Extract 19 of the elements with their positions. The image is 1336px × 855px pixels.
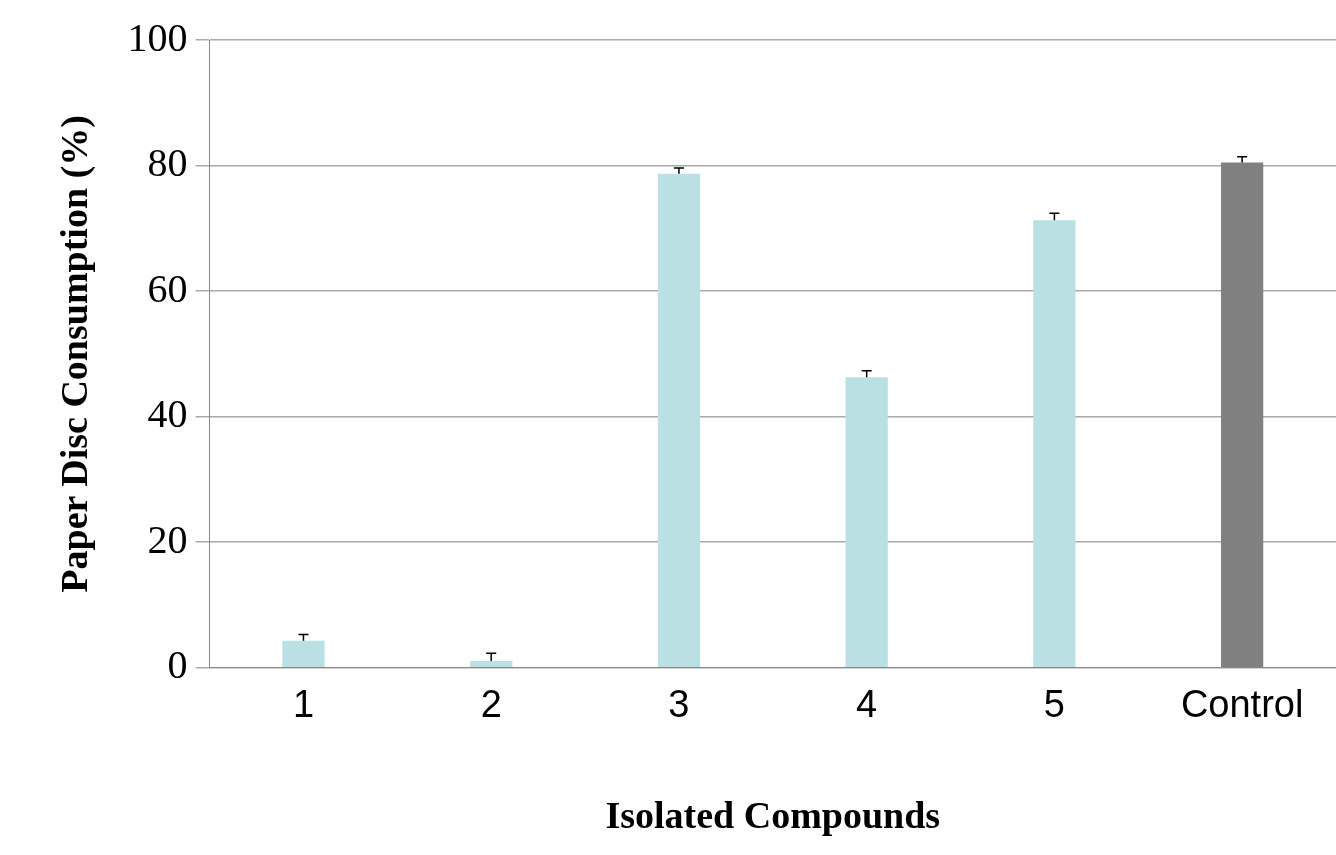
y-tick-label: 40 [147, 391, 188, 437]
y-tick-label: 20 [147, 516, 188, 562]
y-tick-label: 80 [147, 140, 188, 186]
x-tick-label: Control [1180, 683, 1304, 726]
y-tick-label: 0 [167, 642, 188, 688]
x-tick-label: 4 [856, 683, 878, 726]
y-tick-label: 100 [127, 14, 188, 60]
bar [845, 377, 888, 668]
y-axis-title: Paper Disc Consumption (%) [52, 115, 96, 593]
bar [657, 173, 701, 668]
x-tick-label: 1 [292, 683, 315, 726]
x-tick-label: 2 [480, 683, 502, 726]
bar [282, 640, 325, 668]
x-tick-label: 5 [1043, 683, 1065, 726]
bar [470, 660, 513, 668]
x-axis-title: Isolated Compounds [605, 794, 941, 837]
y-tick-label: 60 [147, 265, 188, 311]
bar [1033, 220, 1076, 668]
x-tick-label: 3 [668, 683, 690, 726]
